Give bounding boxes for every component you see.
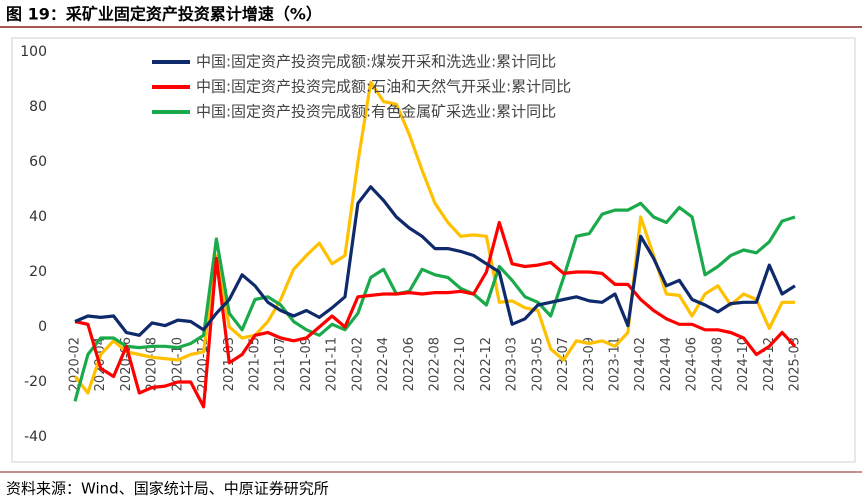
y-tick-label: 0 [38, 319, 47, 335]
x-tick-label: 2023-11 [608, 337, 623, 391]
x-tick-label: 2021-09 [299, 337, 314, 391]
x-tick-label: 2024-02 [633, 337, 648, 391]
y-tick-label: 40 [29, 209, 47, 225]
x-tick-label: 2023-03 [505, 337, 520, 391]
y-tick-label: 60 [29, 154, 47, 170]
x-tick-label: 2020-10 [170, 337, 185, 391]
series-line [74, 220, 797, 409]
x-tick-label: 2022-02 [350, 337, 365, 391]
x-tick-label: 2022-04 [376, 337, 391, 391]
x-tick-label: 2025-03 [788, 337, 803, 391]
legend-label: 中国:固定资产投资完成额:煤炭开采和洗选业:累计同比 [196, 53, 556, 71]
series-line [73, 201, 796, 402]
series-line [74, 185, 796, 337]
x-tick-label: 2023-07 [556, 337, 571, 391]
source-note: 资料来源：Wind、国家统计局、中原证券研究所 [6, 480, 329, 498]
x-tick-label: 2022-12 [479, 337, 494, 391]
x-tick-label: 2023-09 [582, 337, 597, 391]
x-tick-label: 2022-06 [402, 337, 417, 391]
legend-label: 中国:固定资产投资完成额:石油和天然气开采业:累计同比 [196, 78, 571, 96]
x-tick-label: 2024-04 [659, 337, 674, 391]
y-tick-label: -20 [24, 374, 47, 390]
series-line [73, 80, 795, 395]
y-tick-label: 100 [20, 44, 47, 60]
x-tick-label: 2022-10 [453, 337, 468, 391]
x-tick-label: 2020-08 [145, 337, 160, 391]
y-tick-label: 80 [29, 99, 47, 115]
x-tick-label: 2021-07 [273, 337, 288, 391]
x-tick-label: 2022-08 [428, 337, 443, 391]
y-tick-label: -40 [24, 429, 47, 445]
x-tick-label: 2023-05 [530, 337, 545, 391]
chart-title: 图 19：采矿业固定资产投资累计增速（%） [6, 5, 322, 24]
y-tick-label: 20 [29, 264, 47, 280]
x-tick-label: 2024-10 [736, 337, 751, 391]
plot-frame [11, 37, 856, 463]
x-tick-label: 2020-02 [68, 337, 83, 391]
x-tick-label: 2024-08 [710, 337, 725, 391]
x-tick-label: 2024-06 [685, 337, 700, 391]
legend-label: 中国:固定资产投资完成额:有色金属矿采选业:累计同比 [196, 103, 556, 121]
x-tick-label: 2021-11 [325, 337, 340, 391]
x-tick-label: 2021-05 [248, 337, 263, 391]
